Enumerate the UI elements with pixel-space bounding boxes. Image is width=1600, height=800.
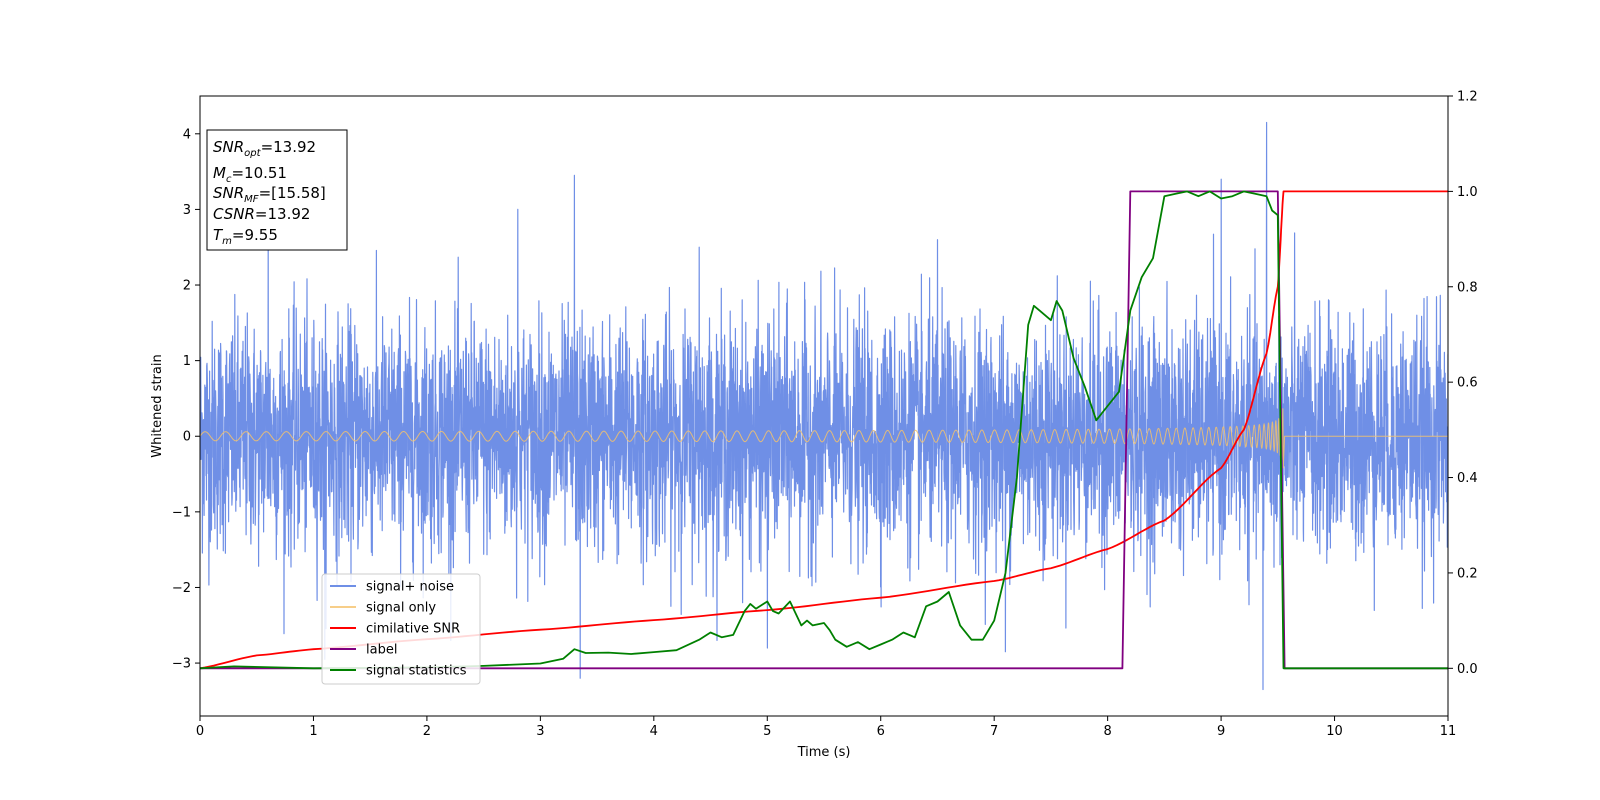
x-tick-label: 7	[990, 724, 998, 739]
info-snr-mf: =[15.58]	[259, 184, 326, 202]
legend-label: signal+ noise	[366, 580, 454, 595]
x-axis-label: Time (s)	[797, 745, 851, 760]
svg-text:CSNR=13.92: CSNR=13.92	[213, 205, 310, 223]
svg-text:Tm=9.55: Tm=9.55	[213, 226, 278, 247]
svg-text:SNRopt=13.92: SNRopt=13.92	[213, 138, 316, 159]
y2-tick-label: 0.4	[1457, 471, 1478, 486]
x-tick-label: 1	[309, 724, 317, 739]
plot-frame	[199, 95, 1449, 717]
info-mc: =10.51	[231, 164, 287, 182]
x-tick-label: 5	[763, 724, 771, 739]
x-tick-label: 9	[1217, 724, 1225, 739]
series-line-1	[200, 408, 1448, 469]
y-tick-label: −1	[172, 505, 191, 520]
x-tick-label: 4	[650, 724, 658, 739]
y-tick-label: −2	[172, 581, 191, 596]
info-box: SNRopt=13.92 Mc=10.51 SNRMF=[15.58] CSNR…	[206, 129, 348, 251]
legend-label: cimilative SNR	[366, 622, 460, 637]
y-axis-label: Whitened strain	[150, 354, 165, 457]
y-tick-label: 2	[183, 279, 191, 294]
x-tick-label: 8	[1103, 724, 1111, 739]
y-tick-label: 3	[183, 203, 191, 218]
y2-tick-label: 0.8	[1457, 280, 1478, 295]
info-tm: =9.55	[232, 226, 278, 244]
legend-label: signal only	[366, 601, 436, 616]
y2-tick-label: 1.2	[1457, 90, 1478, 105]
y2-tick-label: 0.2	[1457, 566, 1478, 581]
y2-tick-label: 0.6	[1457, 376, 1478, 391]
x-tick-label: 0	[196, 724, 204, 739]
legend-label: signal statistics	[366, 664, 467, 679]
y-tick-label: 4	[183, 127, 191, 142]
y2-tick-label: 0.0	[1457, 662, 1478, 677]
series-line-4	[200, 190, 1448, 670]
x-tick-label: 6	[877, 724, 885, 739]
svg-text:SNRMF=[15.58]: SNRMF=[15.58]	[213, 184, 326, 205]
y-tick-label: 0	[183, 430, 191, 445]
x-tick-label: 11	[1440, 724, 1457, 739]
legend-label: label	[366, 643, 397, 658]
x-tick-label: 2	[423, 724, 431, 739]
info-snr-opt: =13.92	[261, 138, 317, 156]
series-line-0	[200, 121, 1448, 691]
svg-text:Mc=10.51: Mc=10.51	[213, 164, 287, 185]
legend: signal+ noise signal only cimilative SNR la…	[321, 573, 481, 685]
info-csnr: =13.92	[255, 205, 311, 223]
y-tick-label: −3	[172, 657, 191, 672]
x-tick-label: 10	[1326, 724, 1343, 739]
y-tick-label: 1	[183, 354, 191, 369]
y2-tick-label: 1.0	[1457, 185, 1478, 200]
x-tick-label: 3	[536, 724, 544, 739]
